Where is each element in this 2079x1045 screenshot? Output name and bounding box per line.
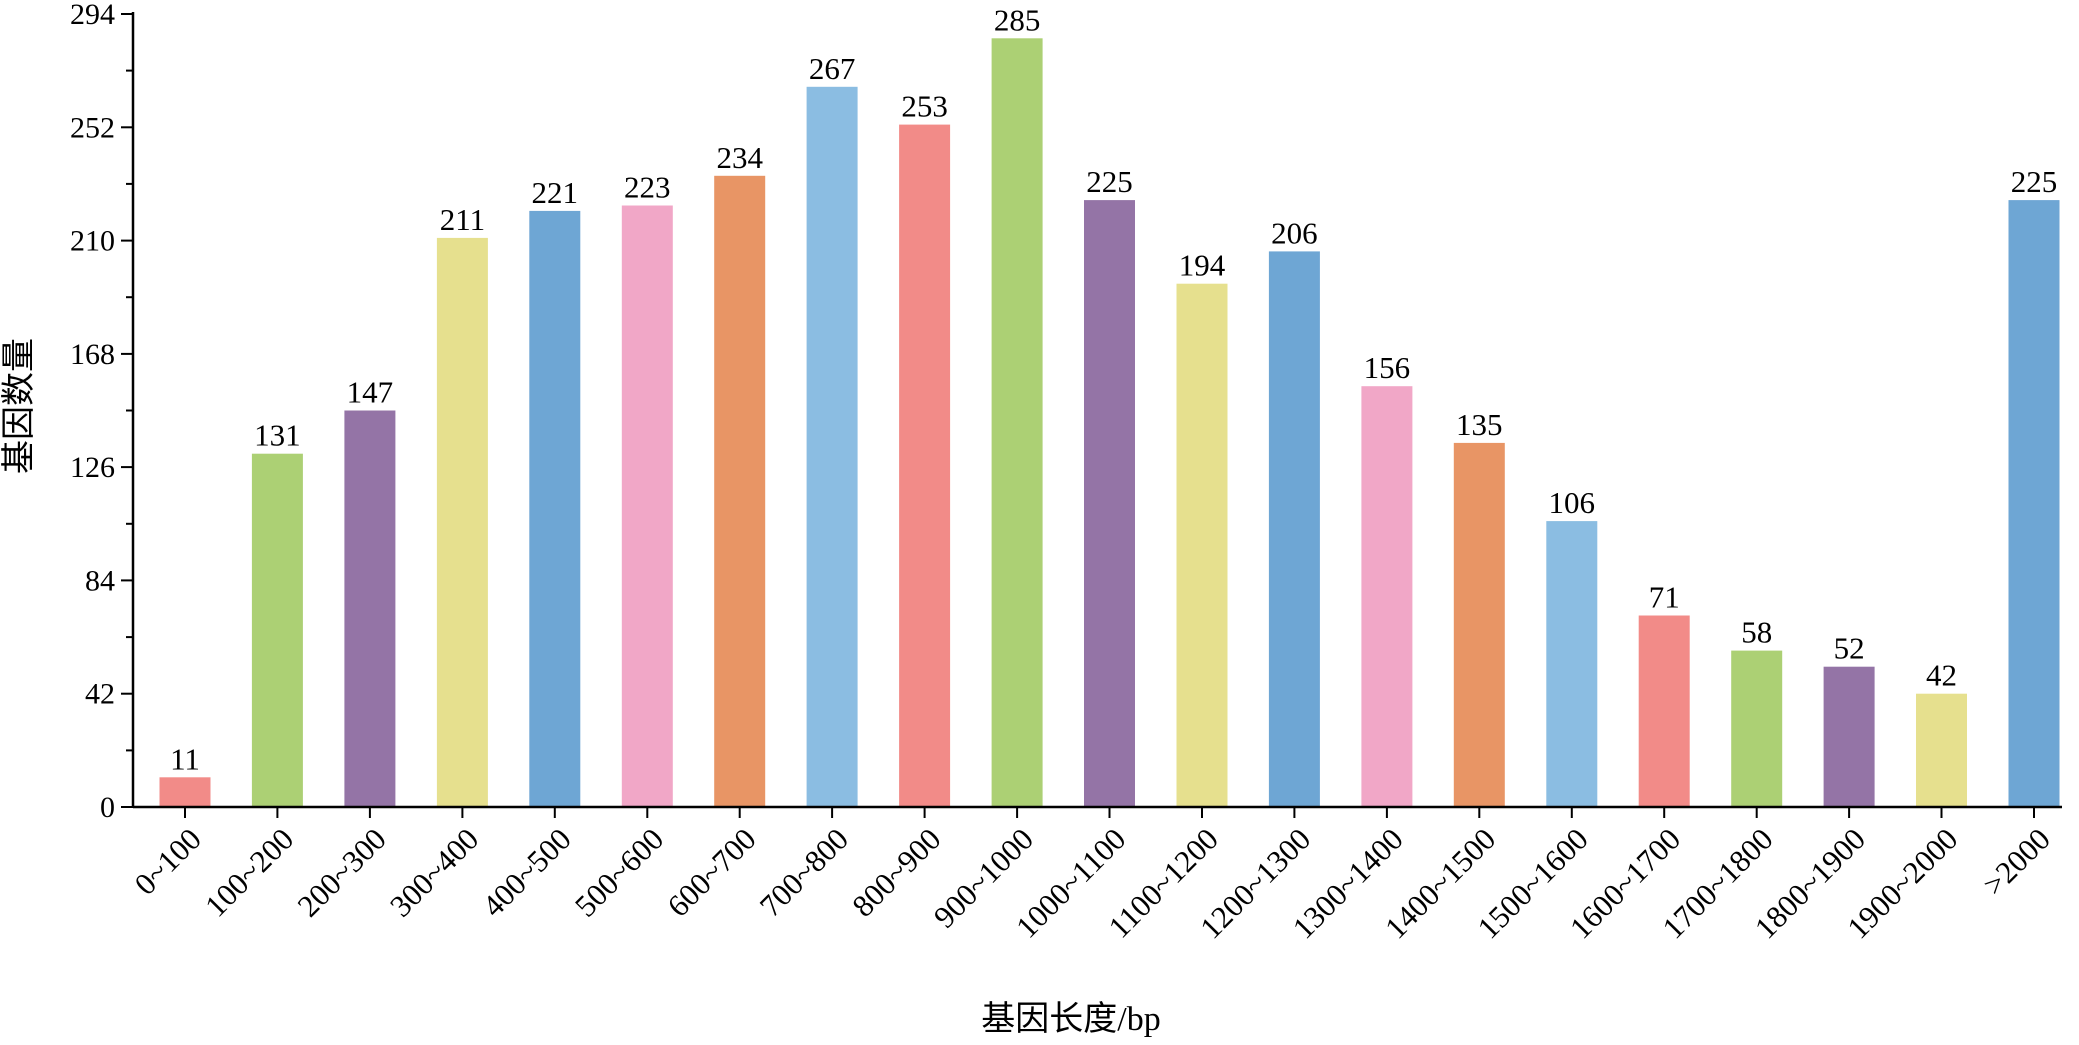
data-label-8: 253 xyxy=(901,89,948,124)
x-tick-label-1: 100~200 xyxy=(198,821,300,923)
bar-20 xyxy=(2008,200,2060,808)
bar-3 xyxy=(436,237,488,807)
x-tick-label-20: >2000 xyxy=(1976,821,2057,902)
y-tick-label-6: 252 xyxy=(70,111,115,144)
y-tick-label-4: 168 xyxy=(70,338,115,371)
data-label-18: 52 xyxy=(1834,631,1865,666)
y-tick-label-2: 84 xyxy=(85,564,115,597)
y-axis-title: 基因数量 xyxy=(0,338,38,474)
y-tick-label-3: 126 xyxy=(70,451,115,484)
x-tick-label-5: 500~600 xyxy=(568,821,670,923)
data-label-12: 206 xyxy=(1271,215,1318,250)
y-tick-label-5: 210 xyxy=(70,225,115,258)
data-label-5: 223 xyxy=(624,170,671,205)
data-label-16: 71 xyxy=(1649,580,1680,615)
y-tick-label-1: 42 xyxy=(85,678,115,711)
data-label-1: 131 xyxy=(254,418,301,453)
bar-6 xyxy=(714,175,766,808)
data-label-13: 156 xyxy=(1364,350,1411,385)
bar-10 xyxy=(1084,200,1135,808)
data-label-0: 11 xyxy=(170,741,200,776)
x-tick-label-3: 300~400 xyxy=(383,821,485,923)
bar-11 xyxy=(1176,283,1228,807)
data-label-4: 221 xyxy=(532,175,579,210)
bar-4 xyxy=(529,210,581,807)
data-label-2: 147 xyxy=(347,375,394,410)
bar-13 xyxy=(1361,386,1413,807)
bar-12 xyxy=(1268,251,1320,807)
bar-7 xyxy=(806,86,858,808)
data-label-10: 225 xyxy=(1086,164,1133,199)
x-axis-title: 基因长度/bp xyxy=(981,1000,1160,1038)
data-label-15: 106 xyxy=(1549,485,1596,520)
bar-17 xyxy=(1731,650,1783,807)
x-tick-label-6: 600~700 xyxy=(660,821,762,923)
x-tick-label-4: 400~500 xyxy=(475,821,577,923)
x-axis: 0~100100~200200~300300~400400~500500~600… xyxy=(127,805,2062,945)
data-label-14: 135 xyxy=(1456,407,1503,442)
x-tick-label-2: 200~300 xyxy=(290,821,392,923)
y-tick-label-0: 0 xyxy=(100,791,115,824)
bar-0 xyxy=(159,777,211,807)
bar-14 xyxy=(1453,442,1505,807)
bar-15 xyxy=(1546,521,1598,807)
bar-19 xyxy=(1916,693,1967,807)
bars-layer xyxy=(159,38,2060,808)
x-tick-label-0: 0~100 xyxy=(127,821,207,901)
data-label-11: 194 xyxy=(1179,248,1226,283)
data-label-19: 42 xyxy=(1926,658,1957,693)
bar-9 xyxy=(991,38,1043,808)
y-axis: 0 42 84 126 168 210 252 294 xyxy=(70,0,135,824)
bar-16 xyxy=(1638,615,1690,807)
data-label-7: 267 xyxy=(809,51,856,86)
bar-18 xyxy=(1823,666,1875,807)
bar-5 xyxy=(621,205,673,807)
data-label-17: 58 xyxy=(1741,615,1772,650)
data-label-3: 211 xyxy=(440,202,485,237)
x-tick-label-7: 700~800 xyxy=(753,821,855,923)
data-label-20: 225 xyxy=(2011,164,2058,199)
bar-8 xyxy=(899,124,951,808)
data-label-6: 234 xyxy=(716,140,763,175)
data-labels-layer: 11 131 147 211 221 223 234 267 253 285 225 194 206 15… xyxy=(170,2,2057,776)
y-tick-label-7: 294 xyxy=(70,0,115,31)
bar-2 xyxy=(344,410,396,807)
bar-1 xyxy=(251,453,303,807)
data-label-9: 285 xyxy=(994,2,1041,37)
